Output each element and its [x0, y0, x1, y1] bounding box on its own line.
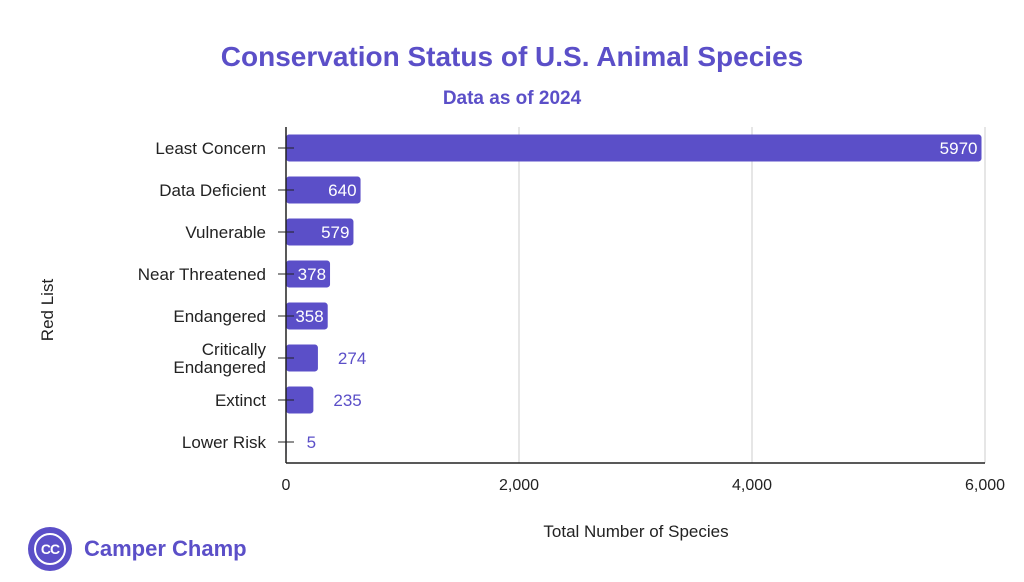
category-label: Extinct [215, 391, 266, 410]
category-label-line: Endangered [173, 307, 266, 326]
bar [286, 176, 361, 204]
category-label: Least Concern [155, 139, 266, 158]
x-tick-label: 6,000 [965, 477, 1005, 494]
category-label-line: Endangered [173, 358, 266, 377]
data-label: 5 [307, 433, 316, 452]
category-label-line: Vulnerable [185, 223, 266, 242]
chart-title: Conservation Status of U.S. Animal Speci… [221, 41, 803, 72]
bar [286, 260, 331, 288]
category-label: Critically Endangered [173, 340, 266, 377]
cc-circle-icon: CC [28, 527, 72, 571]
bar [286, 344, 318, 372]
category-label: Vulnerable [185, 223, 266, 242]
bar [286, 134, 982, 162]
data-label: 579 [321, 223, 349, 242]
data-label: 640 [328, 181, 356, 200]
bar [286, 386, 314, 414]
x-tick-labels: 0 2,000 4,000 6,000 [282, 477, 1006, 494]
category-label: Lower Risk [182, 433, 267, 452]
x-tick-label: 0 [282, 477, 291, 494]
category-label-line: Critically [202, 340, 267, 359]
category-label: Near Threatened [138, 265, 266, 284]
bar [286, 302, 328, 330]
axes [278, 127, 985, 464]
bar [286, 218, 354, 246]
data-label: 274 [338, 349, 366, 368]
category-label-line: Least Concern [155, 139, 266, 158]
x-axis-label: Total Number of Species [543, 522, 728, 541]
x-tick-label: 4,000 [732, 477, 772, 494]
chart-subtitle: Data as of 2024 [443, 88, 582, 109]
logo-mark: CC [34, 533, 66, 565]
category-labels: Least Concern Data Deficient Vulnerable Nea… [138, 139, 267, 452]
y-axis-label: Red List [38, 279, 57, 342]
x-tick-label: 2,000 [499, 477, 539, 494]
gridlines [518, 127, 986, 463]
category-label-line: Lower Risk [182, 433, 267, 452]
brand-name: Camper Champ [84, 536, 247, 561]
category-label-line: Extinct [215, 391, 266, 410]
data-label: 378 [298, 265, 326, 284]
category-label-line: Data Deficient [159, 181, 266, 200]
category-label-line: Near Threatened [138, 265, 266, 284]
data-label: 235 [333, 391, 361, 410]
data-label: 358 [295, 307, 323, 326]
brand-logo: CC Camper Champ [28, 527, 247, 571]
data-label: 5970 [940, 139, 978, 158]
category-label: Endangered [173, 307, 266, 326]
bars: 5970 640 579 378 358 274 235 5 [286, 134, 982, 456]
category-label: Data Deficient [159, 181, 266, 200]
